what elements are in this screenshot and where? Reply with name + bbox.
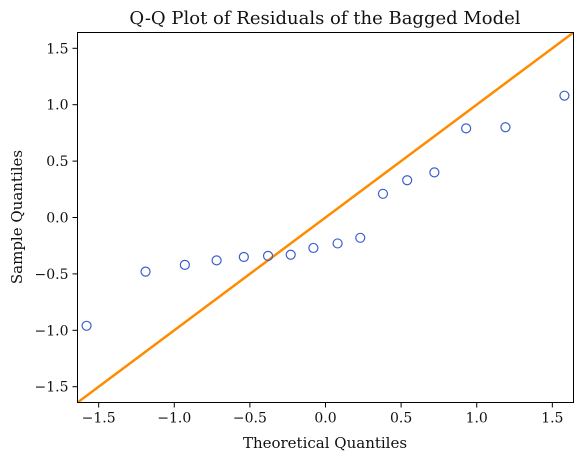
data-point	[285, 249, 296, 260]
data-point	[461, 123, 472, 134]
x-tick-label: −1.0	[157, 411, 191, 427]
x-tick-label: 1.5	[541, 411, 563, 427]
y-tick-label: 1.0	[46, 98, 68, 114]
y-tick-label: −1.5	[35, 380, 69, 396]
x-tick-label: −0.5	[233, 411, 267, 427]
data-point	[211, 255, 222, 266]
data-point	[140, 266, 151, 277]
data-point	[402, 175, 413, 186]
data-point	[429, 167, 440, 178]
data-point	[238, 251, 249, 263]
y-tick-label: 0.0	[46, 211, 68, 227]
data-point	[81, 320, 92, 331]
x-tick-label: 0.0	[314, 411, 336, 427]
plot-area	[77, 32, 574, 403]
chart-title: Q-Q Plot of Residuals of the Bagged Mode…	[129, 8, 520, 29]
reference-line	[77, 32, 574, 403]
data-point	[559, 90, 570, 101]
y-tick-label: 1.5	[46, 41, 68, 57]
y-tick-label: −1.0	[35, 323, 69, 339]
data-point	[332, 238, 343, 249]
data-point	[355, 232, 366, 243]
x-tick-label: −1.5	[82, 411, 116, 427]
data-point	[262, 250, 274, 261]
x-tick-label: 1.0	[466, 411, 488, 427]
y-tick-label: −0.5	[35, 267, 69, 283]
y-tick-label: 0.5	[46, 154, 68, 170]
x-tick-label: 0.5	[390, 411, 412, 427]
y-axis-label: Sample Quantiles	[8, 150, 26, 284]
x-axis-label: Theoretical Quantiles	[243, 434, 407, 452]
data-point	[377, 188, 389, 199]
data-point	[308, 242, 319, 254]
data-point	[500, 122, 511, 133]
data-point	[179, 259, 190, 270]
